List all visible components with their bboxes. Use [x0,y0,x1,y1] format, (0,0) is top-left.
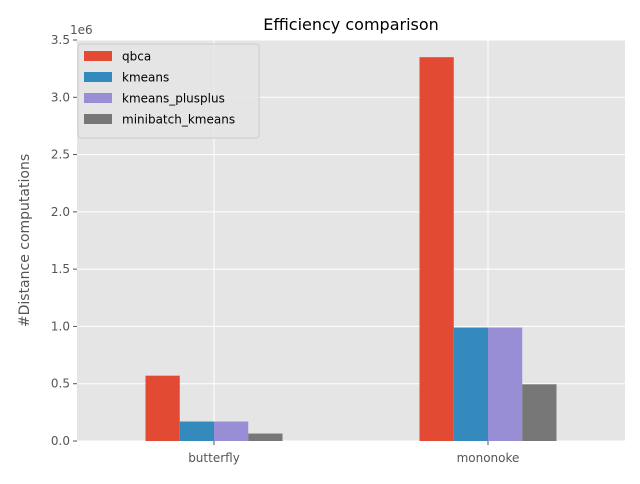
bar-kmeans_plusplus-mononoke [488,327,523,441]
legend-swatch-kmeans_plusplus [84,93,112,103]
y-tick-label: 1.0 [51,319,70,333]
y-tick-label: 2.0 [51,205,70,219]
y-axis-ticks: 0.0 0.5 1.0 1.5 2.0 2.5 3.0 3.5 [51,33,77,448]
x-tick-label: butterfly [188,451,240,465]
bar-qbca-mononoke [419,57,454,441]
legend-swatch-qbca [84,51,112,61]
bars [145,57,557,441]
legend: qbca kmeans kmeans_plusplus minibatch_kmean… [77,43,260,139]
legend-label-kmeans: kmeans [122,71,169,85]
legend-label-minibatch_kmeans: minibatch_kmeans [122,113,235,127]
y-axis-label: #Distance computations [17,154,33,327]
bar-kmeans-butterfly [179,421,214,441]
grid [77,39,625,442]
chart-title: Efficiency comparison [263,15,439,34]
y-tick-label: 0.0 [51,434,70,448]
bar-kmeans_plusplus-butterfly [214,421,249,441]
y-tick-label: 3.5 [51,33,70,47]
x-tick-label: mononoke [457,451,520,465]
y-tick-label: 1.5 [51,262,70,276]
bar-kmeans-mononoke [453,327,488,441]
y-tick-label: 3.0 [51,90,70,104]
legend-label-kmeans_plusplus: kmeans_plusplus [122,92,225,106]
legend-swatch-minibatch_kmeans [84,114,112,124]
bar-minibatch_kmeans-mononoke [522,384,557,441]
y-axis-scale-label: 1e6 [70,23,93,37]
bar-minibatch_kmeans-butterfly [248,433,283,441]
x-axis-ticks: butterfly mononoke [188,441,519,465]
y-tick-label: 0.5 [51,377,70,391]
legend-box [77,43,260,139]
y-tick-label: 2.5 [51,148,70,162]
bar-qbca-butterfly [145,375,180,441]
legend-label-qbca: qbca [122,50,151,64]
legend-swatch-kmeans [84,72,112,82]
